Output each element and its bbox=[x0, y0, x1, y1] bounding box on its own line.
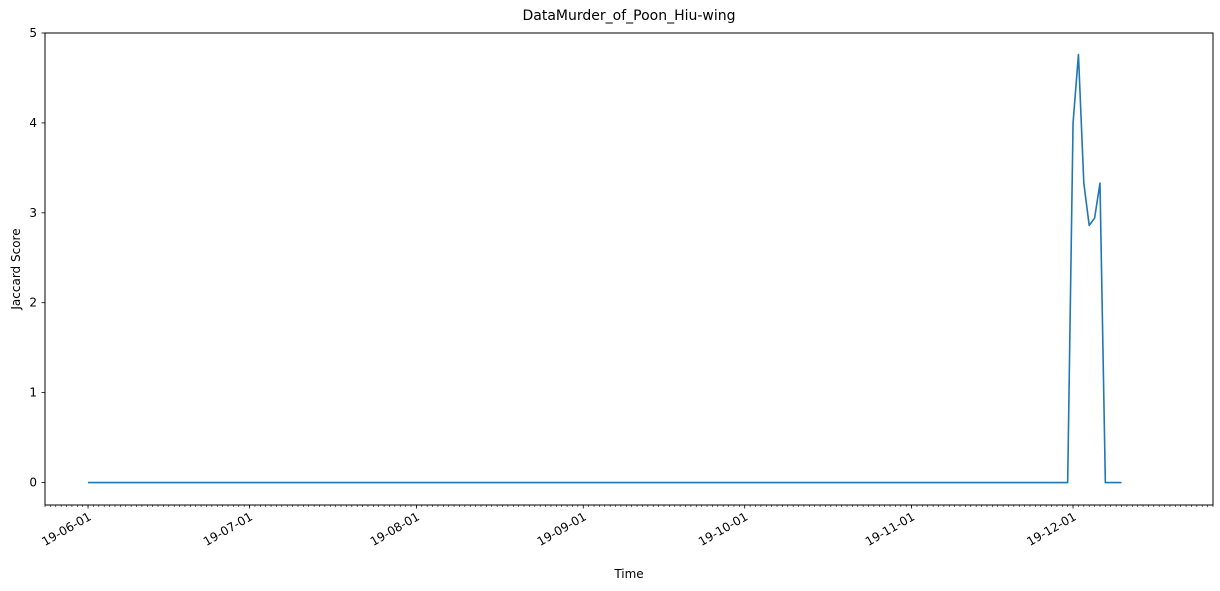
x-axis: 19-06-01 19-07-01 19-08-01 19-09-01 19-10-01… bbox=[39, 505, 1214, 549]
plot-area bbox=[88, 53, 1122, 484]
x-tick-label: 19-11-01 bbox=[863, 509, 917, 548]
x-tick-label: 19-06-01 bbox=[39, 509, 93, 548]
y-tick-label: 5 bbox=[29, 26, 37, 40]
x-axis-label: Time bbox=[613, 567, 643, 581]
x-tick-label: 19-08-01 bbox=[368, 509, 422, 548]
y-axis: 0 1 2 3 4 5 bbox=[29, 26, 45, 490]
y-tick-label: 0 bbox=[29, 476, 37, 490]
y-tick-label: 2 bbox=[29, 296, 37, 310]
plot-frame bbox=[44, 32, 1214, 506]
x-tick-label: 19-09-01 bbox=[535, 509, 589, 548]
y-tick-label: 1 bbox=[29, 386, 37, 400]
x-tick-label: 19-07-01 bbox=[201, 509, 255, 548]
series-line bbox=[88, 53, 1122, 484]
chart-title: DataMurder_of_Poon_Hiu-wing bbox=[522, 8, 735, 24]
x-tick-label: 19-10-01 bbox=[696, 509, 750, 548]
y-axis-label: Jaccard Score bbox=[9, 228, 23, 310]
x-tick-label: 19-12-01 bbox=[1024, 509, 1078, 548]
y-tick-label: 3 bbox=[29, 206, 37, 220]
y-tick-label: 4 bbox=[29, 116, 37, 130]
